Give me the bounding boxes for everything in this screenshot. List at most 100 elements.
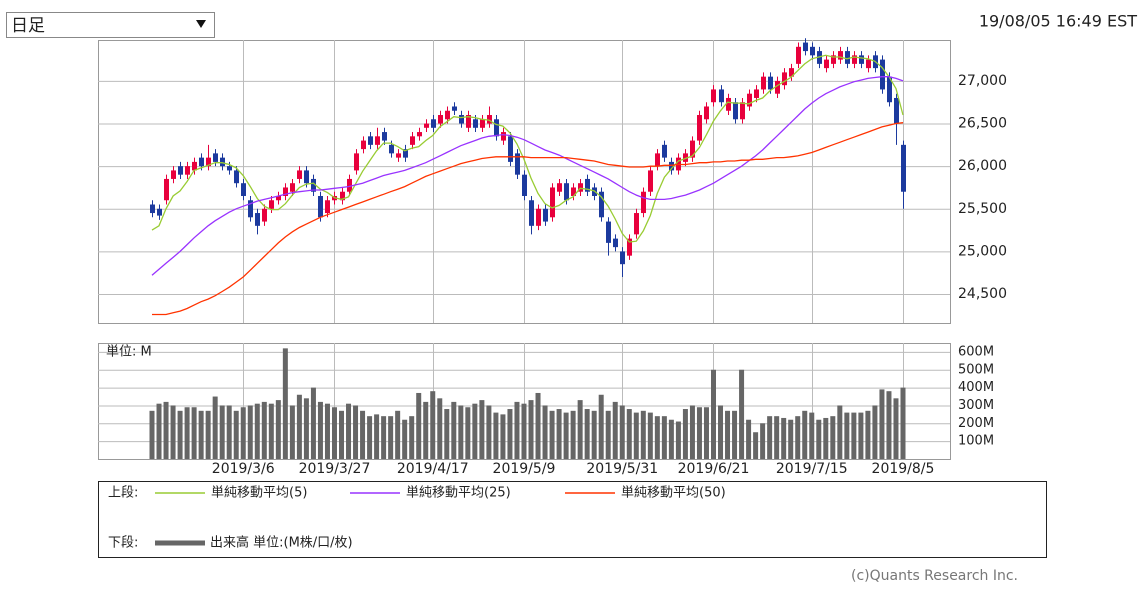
candle-body (199, 157, 204, 167)
candle-body (354, 153, 359, 171)
candle-body (248, 200, 253, 218)
candle-body (311, 178, 316, 192)
y-tick-label: 100M (958, 434, 994, 449)
candle-body (810, 46, 815, 56)
y-tick-label: 400M (958, 380, 994, 395)
candle-body (564, 183, 569, 201)
volume-bar (170, 405, 176, 459)
volume-bar (577, 400, 583, 459)
volume-bar (682, 409, 688, 459)
candle-body (894, 97, 899, 124)
candle-body (852, 55, 857, 64)
volume-bar (774, 416, 780, 459)
candle-body (382, 132, 387, 141)
candle-body (297, 170, 302, 179)
candle-body (634, 213, 639, 235)
candle-body (227, 166, 232, 171)
candle-body (585, 178, 590, 192)
candle-body (452, 106, 457, 111)
candle-body (690, 140, 695, 158)
volume-bar (500, 414, 506, 459)
candle-body (304, 170, 309, 184)
y-tick-label: 500M (958, 362, 994, 377)
candle-body (473, 119, 478, 128)
candle-body (241, 183, 246, 196)
candle-body (318, 195, 323, 218)
candle-body (655, 153, 660, 167)
candle-body (494, 119, 499, 137)
volume-bar (893, 398, 899, 459)
candle-body (220, 157, 225, 167)
y-tick-label: 200M (958, 416, 994, 431)
candle-body (171, 170, 176, 179)
candle-body (740, 102, 745, 120)
volume-bar (430, 391, 436, 459)
legend-upper-label: 上段: (108, 486, 138, 501)
candle-body (845, 51, 850, 64)
moving-average-line (151, 76, 904, 276)
volume-bar (710, 369, 716, 459)
x-tick-label: 2019/7/15 (776, 461, 848, 477)
x-tick-label: 2019/5/9 (493, 461, 556, 477)
candle-body (262, 208, 267, 222)
volume-bar (619, 405, 625, 459)
volume-bar (416, 392, 422, 459)
candle-body (747, 93, 752, 107)
candle-body (648, 170, 653, 192)
period-select-text[interactable]: 日足 (11, 16, 45, 36)
candle-body (185, 166, 190, 175)
volume-bar (191, 407, 197, 459)
candle-body (571, 187, 576, 196)
candle-body (150, 204, 155, 214)
y-tick-label: 600M (958, 344, 994, 359)
volume-bar (339, 410, 345, 459)
candle-body (662, 144, 667, 158)
volume-bar (556, 409, 562, 459)
candle-body (711, 89, 716, 103)
candle-body (627, 238, 632, 256)
volume-bar (633, 412, 639, 459)
volume-bar (254, 403, 260, 459)
y-tick-label: 26,000 (958, 158, 1007, 174)
volume-bar (886, 391, 892, 459)
candle-body (557, 183, 562, 192)
candle-body (529, 200, 534, 226)
volume-bar (528, 400, 534, 459)
candle-body (697, 115, 702, 141)
volume-bar (395, 410, 401, 459)
candle-body (368, 136, 373, 145)
dropdown-arrow[interactable] (196, 20, 206, 28)
candle-body (901, 144, 906, 192)
volume-bar (696, 407, 702, 459)
volume-bar (156, 403, 162, 459)
candle-body (859, 55, 864, 64)
candle-body (164, 178, 169, 201)
legend-label: 出来高 単位:(M株/口/枚) (210, 535, 353, 551)
volume-bar (310, 387, 316, 459)
period-select[interactable] (6, 12, 215, 38)
volume-bar (303, 398, 309, 459)
candle-body (396, 153, 401, 158)
candle-body (543, 208, 548, 222)
volume-bar (324, 403, 330, 459)
volume-bar (851, 412, 857, 459)
candle-body (431, 119, 436, 128)
candle-body (459, 115, 464, 124)
candle-body (157, 208, 162, 216)
volume-bar (233, 410, 239, 459)
candle-body (789, 68, 794, 77)
candle-body (768, 76, 773, 90)
candle-body (761, 76, 766, 90)
volume-bar (458, 405, 464, 459)
volume-bar (584, 409, 590, 459)
x-tick-label: 2019/4/17 (397, 461, 469, 477)
volume-bar (388, 416, 394, 459)
candle-body (536, 208, 541, 226)
volume-bar (346, 403, 352, 459)
candle-body (403, 149, 408, 158)
candle-body (641, 191, 646, 214)
volume-bar (493, 412, 499, 459)
volume-bar (788, 419, 794, 459)
volume-bar (844, 412, 850, 459)
candle-body (290, 183, 295, 192)
